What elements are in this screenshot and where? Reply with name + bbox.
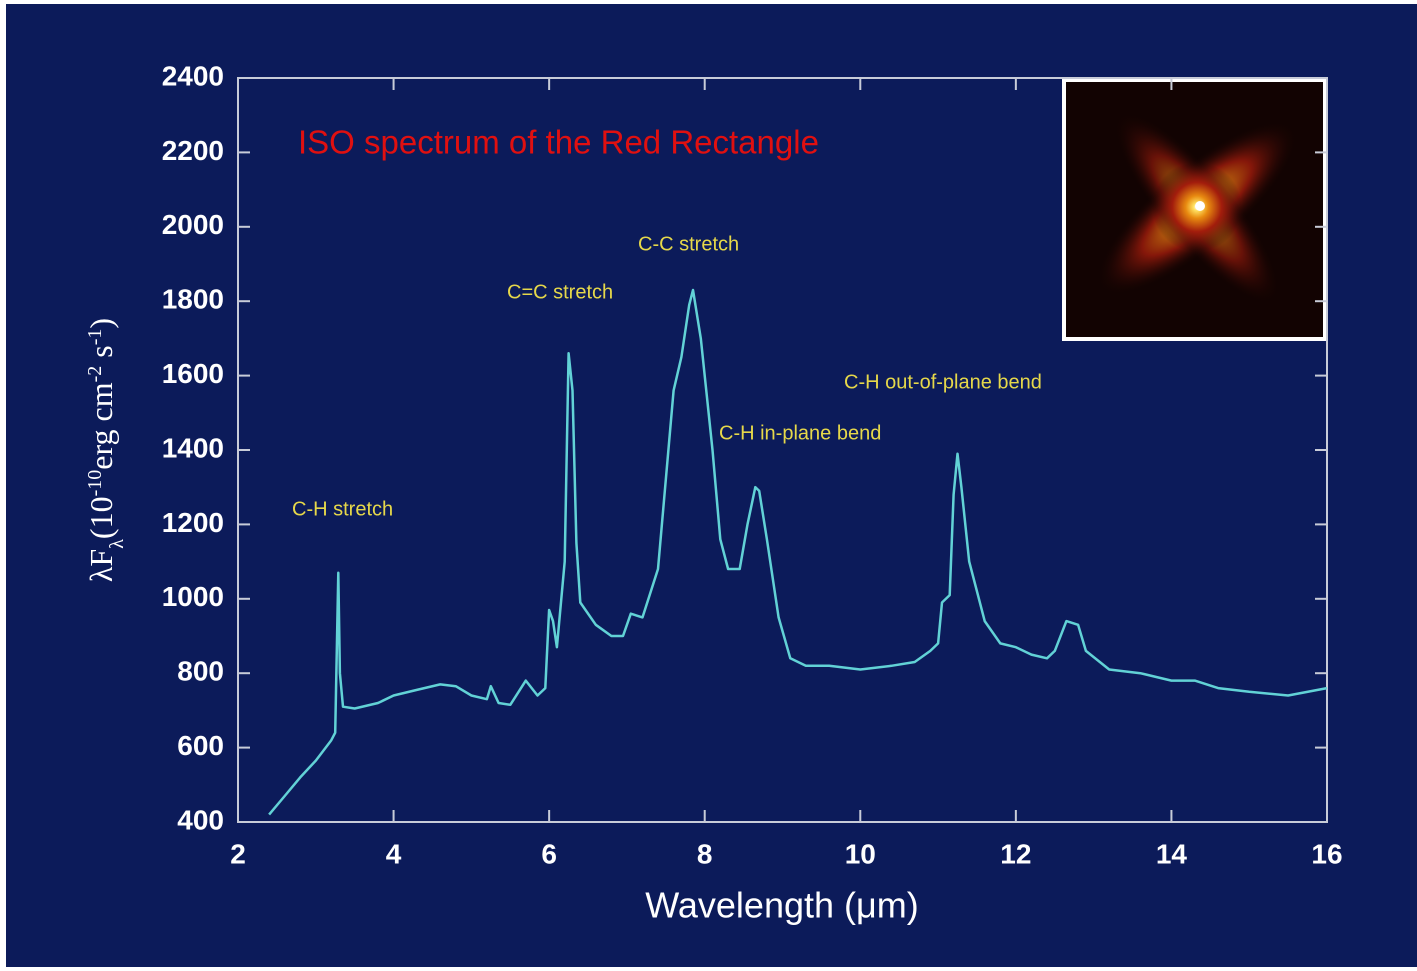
y-tick-label: 1000 [162,581,224,612]
y-tick-label: 2000 [162,209,224,240]
y-tick-label: 1600 [162,358,224,389]
annotation: C-C stretch [638,233,739,255]
y-tick-label: 1400 [162,432,224,463]
annotation: C=C stretch [507,281,613,303]
y-label-part: λ [106,539,128,549]
y-tick-label: 400 [177,804,224,835]
annotation: C-H in-plane bend [719,422,881,444]
y-label-part: -1 [84,329,106,346]
x-axis-label: Wavelength (μm) [645,885,918,926]
y-tick-label: 1200 [162,507,224,538]
y-label-part: -10 [84,470,106,497]
x-tick-label: 16 [1311,838,1342,869]
x-tick-label: 8 [697,838,713,869]
y-label-part: s [83,345,119,365]
y-label-part: erg cm [83,382,119,469]
spectrum-line [268,288,1328,816]
y-tick-label: 2400 [162,60,224,91]
chart-title: ISO spectrum of the Red Rectangle [298,124,819,161]
y-tick-label: 600 [177,730,224,761]
x-tick-label: 12 [1000,838,1031,869]
y-label-part: ) [83,318,119,329]
y-label-part: -2 [84,366,106,383]
annotation: C-H out-of-plane bend [844,371,1042,393]
y-tick-label: 1800 [162,284,224,315]
inset-image [1062,78,1327,341]
x-tick-label: 2 [230,838,246,869]
y-label-part: λF [83,549,119,582]
x-tick-label: 14 [1156,838,1188,869]
x-tick-label: 4 [386,838,402,869]
y-label-part: (10 [83,496,119,539]
x-tick-label: 6 [541,838,557,869]
x-tick-label: 10 [845,838,876,869]
y-tick-label: 800 [177,656,224,687]
annotation: C-H stretch [292,498,393,520]
y-axis-label: λFλ(10-10erg cm-2 s-1) [83,318,128,582]
y-tick-label: 2200 [162,135,224,166]
